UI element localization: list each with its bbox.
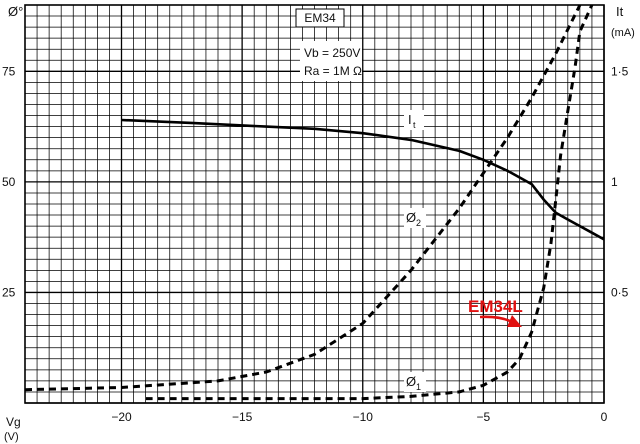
y-right-axis-unit: (mA) [611,27,635,39]
y-right-tick-label: 1 [611,175,618,189]
x-tick-label: −10 [353,410,374,424]
x-axis-label: Vg [6,415,21,429]
y-right-tick-label: 0·5 [611,285,629,299]
title-box [295,8,345,28]
svg-text:I: I [408,112,412,127]
series-label-it: I t [404,110,424,130]
x-tick-label: −15 [232,410,253,424]
y-right-axis-label: It [616,4,624,19]
x-tick-label: 0 [601,410,608,424]
condition-vb: Vb = 250V [304,46,360,60]
y-left-tick-label: 75 [2,64,16,78]
series-label-phi2: Ø 2 [404,208,426,228]
tick-labels: −20 −15 −10 −5 0 25 50 75 0·5 1 1·5 [2,64,629,424]
series-lines [24,4,605,401]
svg-text:Ø: Ø [406,210,416,225]
conditions-box [300,41,362,81]
svg-text:Ø: Ø [406,374,416,389]
y-left-axis-label: Ø° [8,4,23,19]
series-label-phi1: Ø 1 [404,372,426,392]
series-line-it [121,118,605,241]
condition-ra: Ra = 1M Ω [304,64,362,78]
annotation-arrow [479,315,522,327]
series-line-phi1 [145,4,594,401]
annotation-em34l: EM34L [468,297,523,316]
y-left-tick-label: 50 [2,175,16,189]
chart-title: EM34 [304,11,336,25]
x-tick-label: −20 [111,410,132,424]
y-right-tick-label: 1·5 [611,64,629,78]
svg-text:t: t [413,120,416,130]
y-left-tick-label: 25 [2,285,16,299]
svg-text:1: 1 [416,382,421,392]
x-axis-unit: (V) [4,431,19,443]
series-line-phi2 [24,4,582,392]
plot-frame [24,4,605,404]
x-tick-label: −5 [477,410,491,424]
svg-text:2: 2 [416,218,421,228]
